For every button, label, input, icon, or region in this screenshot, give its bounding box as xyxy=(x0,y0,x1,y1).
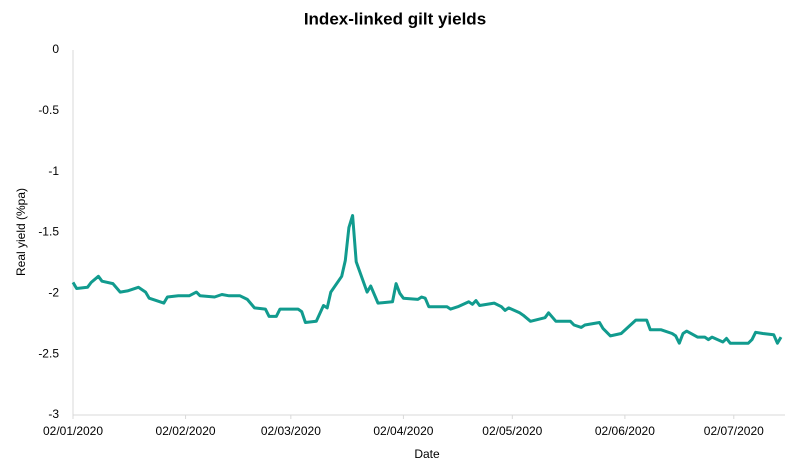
x-tick-label: 02/06/2020 xyxy=(595,424,655,438)
x-tick-label: 02/04/2020 xyxy=(373,424,433,438)
y-tick-label: -1.5 xyxy=(38,225,59,239)
x-tick-label: 02/01/2020 xyxy=(43,424,103,438)
data-line xyxy=(71,214,783,345)
y-tick-label: -2 xyxy=(48,286,59,300)
x-tick-label: 02/03/2020 xyxy=(261,424,321,438)
x-tick-label: 02/05/2020 xyxy=(482,424,542,438)
y-tick-label: 0 xyxy=(52,42,59,56)
y-tick-label: -3 xyxy=(48,407,59,421)
y-tick-label: -0.5 xyxy=(38,103,59,117)
x-tick-label: 02/02/2020 xyxy=(156,424,216,438)
y-tick-label: -2.5 xyxy=(38,346,59,360)
y-axis-label: Real yield (%pa) xyxy=(14,188,28,276)
x-axis-label: Date xyxy=(414,447,440,461)
y-tick-label: -1 xyxy=(48,164,59,178)
chart-title: Index-linked gilt yields xyxy=(304,9,486,28)
x-tick-label: 02/07/2020 xyxy=(704,424,764,438)
